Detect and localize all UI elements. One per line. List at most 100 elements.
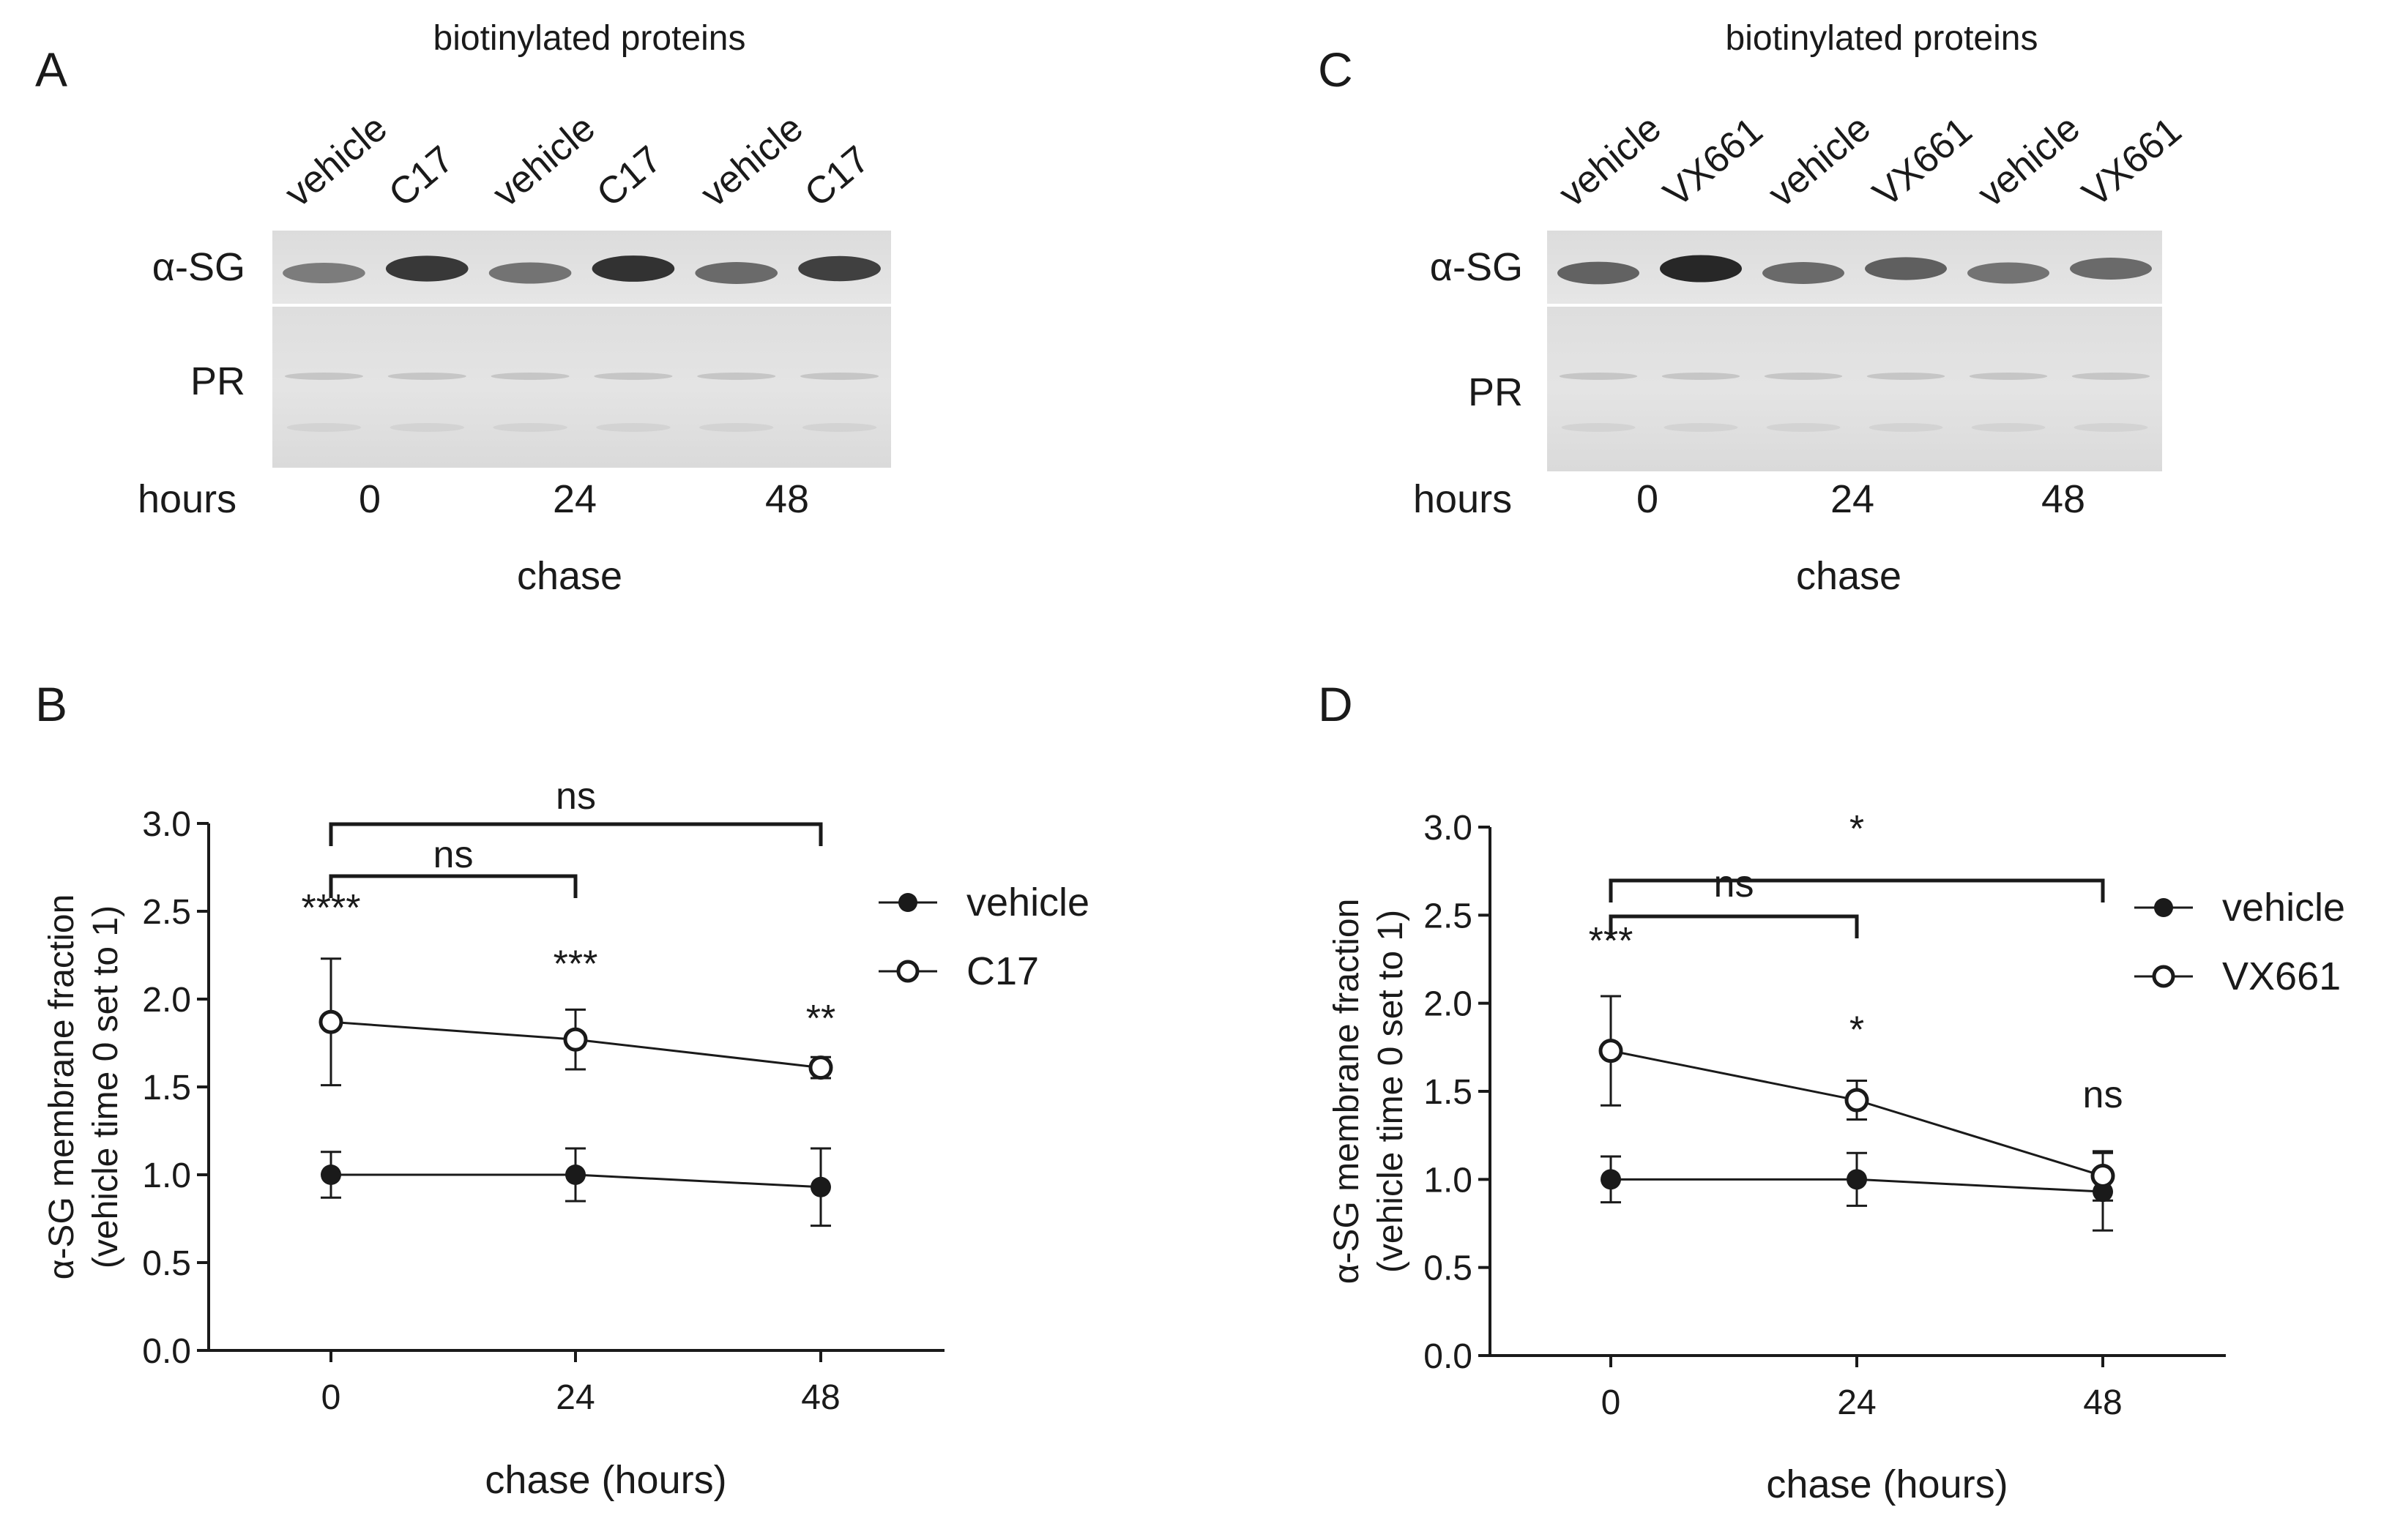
pr-band bbox=[1866, 373, 1945, 380]
lane-label: vehicle bbox=[277, 107, 395, 215]
legend-marker-open bbox=[2152, 965, 2175, 988]
pr-band bbox=[2074, 423, 2148, 432]
x-tick-label: 48 bbox=[2083, 1383, 2122, 1422]
lane-label: VX661 bbox=[2074, 109, 2189, 215]
y-tick-label: 1.0 bbox=[142, 1156, 191, 1195]
y-tick-label: 0.0 bbox=[142, 1332, 191, 1371]
pr-band bbox=[1664, 423, 1738, 432]
pr-band bbox=[802, 423, 877, 432]
pr-band bbox=[1969, 373, 2048, 380]
pr-band bbox=[1869, 423, 1943, 432]
data-point-vehicle bbox=[321, 1165, 341, 1185]
row-label: α-SG bbox=[152, 245, 245, 289]
blot-header: biotinylated proteins bbox=[1726, 19, 2038, 58]
data-point-vehicle bbox=[811, 1176, 831, 1197]
y-tick-label: 2.5 bbox=[1423, 897, 1472, 935]
y-axis-title: α-SG membrane fraction bbox=[1327, 899, 1366, 1285]
y-tick-label: 1.5 bbox=[142, 1069, 191, 1107]
pr-band bbox=[596, 423, 671, 432]
pr-band bbox=[697, 373, 776, 380]
pr-band bbox=[699, 423, 774, 432]
lane-label: vehicle bbox=[1551, 107, 1669, 215]
lane-label: VX661 bbox=[1655, 109, 1770, 215]
pr-band bbox=[594, 373, 673, 380]
lane-label: vehicle bbox=[1760, 107, 1878, 215]
legend-label: vehicle bbox=[2222, 886, 2345, 930]
y-tick-label: 1.0 bbox=[1423, 1161, 1472, 1200]
bracket-label: ns bbox=[1714, 863, 1754, 905]
y-tick-label: 2.5 bbox=[142, 893, 191, 932]
pr-band bbox=[493, 423, 567, 432]
comparison-bracket bbox=[1609, 914, 1859, 938]
y-axis-title: α-SG membrane fraction bbox=[42, 894, 81, 1280]
comparison-bracket bbox=[329, 822, 823, 846]
y-tick-label: 0.0 bbox=[1423, 1337, 1472, 1376]
lane-label: C17 bbox=[589, 138, 669, 215]
pr-band bbox=[286, 423, 362, 432]
x-axis-title: chase (hours) bbox=[1766, 1462, 2008, 1506]
y-tick-label: 3.0 bbox=[142, 805, 191, 844]
y-axis-title: (vehicle time 0 set to 1) bbox=[86, 905, 125, 1268]
data-point-vehicle bbox=[1847, 1169, 1867, 1190]
lane-label: C17 bbox=[797, 138, 877, 215]
alpha-sg-band bbox=[1762, 262, 1844, 284]
panel-letter: D bbox=[1318, 677, 1353, 731]
bracket-label: * bbox=[1849, 808, 1864, 851]
y-tick-label: 3.0 bbox=[1423, 809, 1472, 848]
lane-label: vehicle bbox=[1970, 107, 2087, 215]
legend-label: VX661 bbox=[2222, 954, 2341, 998]
alpha-sg-band bbox=[1660, 255, 1742, 283]
significance-label: ns bbox=[2083, 1074, 2123, 1116]
legend-marker-filled bbox=[2154, 898, 2173, 917]
significance-label: *** bbox=[554, 943, 598, 985]
alpha-sg-band bbox=[798, 255, 881, 282]
significance-label: ** bbox=[806, 998, 835, 1040]
legend-marker-filled bbox=[898, 893, 917, 912]
chart-panel-d: D 0.0 0.5 1.0 1.5 2.0 2.5 3.0 0 24 48 α-SG membrane… bbox=[1318, 677, 2345, 1506]
bracket-label: ns bbox=[556, 775, 596, 818]
alpha-sg-band bbox=[2070, 258, 2152, 280]
pr-membrane bbox=[272, 307, 891, 468]
comparison-bracket bbox=[329, 874, 578, 898]
x-axis-title: chase (hours) bbox=[485, 1458, 726, 1502]
timepoint-label: 0 bbox=[1636, 477, 1658, 521]
pr-band bbox=[390, 423, 464, 432]
lane-label: vehicle bbox=[693, 107, 811, 215]
timepoint-label: 0 bbox=[359, 477, 381, 521]
alpha-sg-membrane bbox=[272, 231, 891, 304]
pr-membrane bbox=[1547, 307, 2162, 471]
timepoint-label: 24 bbox=[1830, 477, 1874, 521]
pr-band bbox=[800, 373, 879, 380]
y-axis-title: (vehicle time 0 set to 1) bbox=[1371, 910, 1410, 1273]
data-point-vx661 bbox=[1598, 1039, 1623, 1064]
hours-label: hours bbox=[1413, 477, 1512, 521]
alpha-sg-band bbox=[695, 262, 778, 284]
alpha-sg-band bbox=[592, 255, 675, 282]
panel-letter: A bbox=[35, 42, 67, 97]
y-tick-label: 0.5 bbox=[142, 1244, 191, 1283]
alpha-sg-band bbox=[1967, 262, 2049, 284]
data-point-vehicle bbox=[1601, 1169, 1621, 1190]
panel-letter: C bbox=[1318, 42, 1353, 97]
x-tick-label: 24 bbox=[556, 1378, 595, 1417]
row-label: PR bbox=[1468, 370, 1523, 414]
x-tick-label: 0 bbox=[1601, 1383, 1621, 1422]
pr-band bbox=[284, 373, 363, 380]
alpha-sg-band bbox=[488, 262, 572, 284]
alpha-sg-band bbox=[385, 255, 469, 282]
lane-label: vehicle bbox=[485, 107, 603, 215]
legend-marker-open bbox=[896, 960, 920, 983]
data-point-c17 bbox=[563, 1027, 588, 1052]
x-tick-label: 48 bbox=[801, 1378, 840, 1417]
legend-label: C17 bbox=[966, 949, 1039, 993]
pr-band bbox=[2071, 373, 2150, 380]
pr-band bbox=[1766, 423, 1841, 432]
x-tick-label: 0 bbox=[321, 1378, 341, 1417]
chase-label: chase bbox=[1796, 554, 1901, 598]
pr-band bbox=[1764, 373, 1843, 380]
data-point-vx661 bbox=[2090, 1164, 2115, 1189]
significance-label: * bbox=[1849, 1009, 1864, 1052]
